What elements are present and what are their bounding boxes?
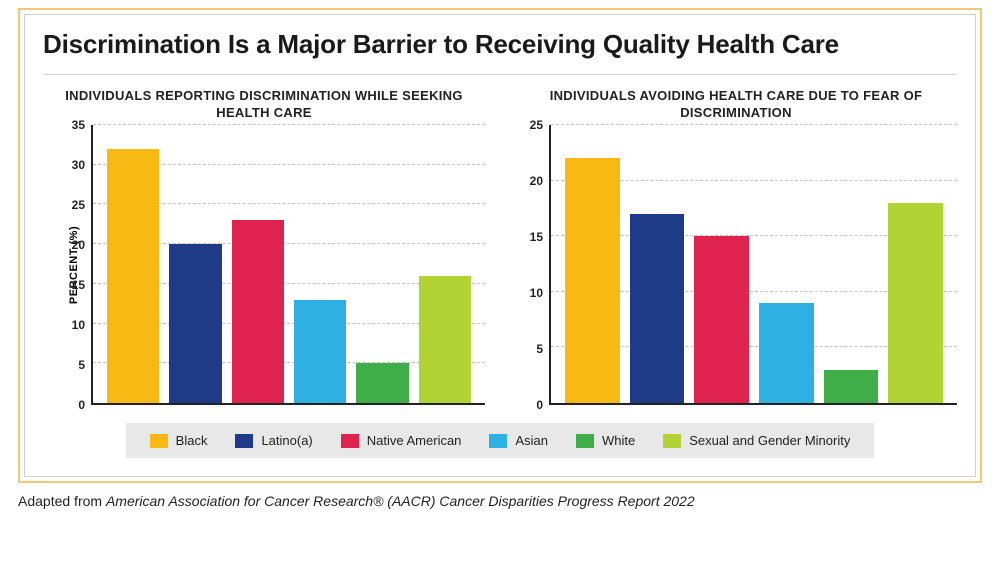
legend-item: Sexual and Gender Minority [663, 433, 850, 448]
bar [232, 220, 284, 403]
y-ticks: 0510152025 [515, 125, 549, 405]
source-prefix: Adapted from [18, 493, 106, 509]
legend-item: White [576, 433, 635, 448]
legend-item: Asian [489, 433, 548, 448]
bars-container [93, 125, 485, 403]
charts-row: INDIVIDUALS REPORTING DISCRIMINATION WHI… [43, 75, 957, 405]
inner-frame: Discrimination Is a Major Barrier to Rec… [24, 14, 976, 477]
y-tick: 20 [530, 174, 543, 188]
chart-subtitle: INDIVIDUALS REPORTING DISCRIMINATION WHI… [43, 85, 485, 125]
legend-swatch [489, 434, 507, 448]
y-tick: 5 [78, 358, 85, 372]
bar [356, 363, 408, 403]
bar [294, 300, 346, 403]
bar [759, 303, 814, 403]
legend-item: Native American [341, 433, 462, 448]
legend-label: Asian [515, 433, 548, 448]
legend-swatch [576, 434, 594, 448]
y-tick: 10 [72, 318, 85, 332]
source-italic: American Association for Cancer Research… [106, 493, 695, 509]
bar [824, 370, 879, 403]
legend-swatch [235, 434, 253, 448]
chart-area: 0510152025 [515, 125, 957, 405]
legend-item: Latino(a) [235, 433, 312, 448]
source-note: Adapted from American Association for Ca… [18, 493, 982, 509]
bar [107, 149, 159, 403]
chart-panel-0: INDIVIDUALS REPORTING DISCRIMINATION WHI… [43, 85, 485, 405]
main-title: Discrimination Is a Major Barrier to Rec… [43, 15, 957, 75]
legend-label: Black [176, 433, 208, 448]
y-tick: 25 [530, 118, 543, 132]
bar [169, 244, 221, 403]
legend-item: Black [150, 433, 208, 448]
y-tick: 0 [78, 398, 85, 412]
bar [630, 214, 685, 403]
y-tick: 25 [72, 198, 85, 212]
y-tick: 20 [72, 238, 85, 252]
y-tick: 0 [536, 398, 543, 412]
plot-area [549, 125, 957, 405]
legend-label: Latino(a) [261, 433, 312, 448]
y-tick: 10 [530, 286, 543, 300]
bar [565, 158, 620, 403]
bar [419, 276, 471, 403]
chart-area: PERCENT (%)05101520253035 [43, 125, 485, 405]
legend-label: White [602, 433, 635, 448]
chart-panel-1: INDIVIDUALS AVOIDING HEALTH CARE DUE TO … [515, 85, 957, 405]
legend-swatch [341, 434, 359, 448]
legend-label: Sexual and Gender Minority [689, 433, 850, 448]
y-tick: 15 [530, 230, 543, 244]
legend: Black Latino(a) Native American Asian White S… [126, 423, 875, 458]
y-tick: 5 [536, 342, 543, 356]
outer-frame: Discrimination Is a Major Barrier to Rec… [18, 8, 982, 483]
bars-container [551, 125, 957, 403]
chart-subtitle: INDIVIDUALS AVOIDING HEALTH CARE DUE TO … [515, 85, 957, 125]
y-tick: 35 [72, 118, 85, 132]
y-ticks: 05101520253035 [57, 125, 91, 405]
y-tick: 15 [72, 278, 85, 292]
bar [888, 203, 943, 403]
legend-swatch [150, 434, 168, 448]
bar [694, 236, 749, 403]
y-tick: 30 [72, 158, 85, 172]
legend-label: Native American [367, 433, 462, 448]
plot-area [91, 125, 485, 405]
legend-swatch [663, 434, 681, 448]
